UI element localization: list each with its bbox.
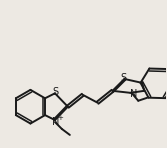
Text: N: N — [52, 116, 60, 127]
Text: N: N — [130, 89, 137, 99]
Text: S: S — [52, 87, 58, 97]
Text: +: + — [57, 115, 63, 121]
Text: S: S — [120, 73, 126, 83]
